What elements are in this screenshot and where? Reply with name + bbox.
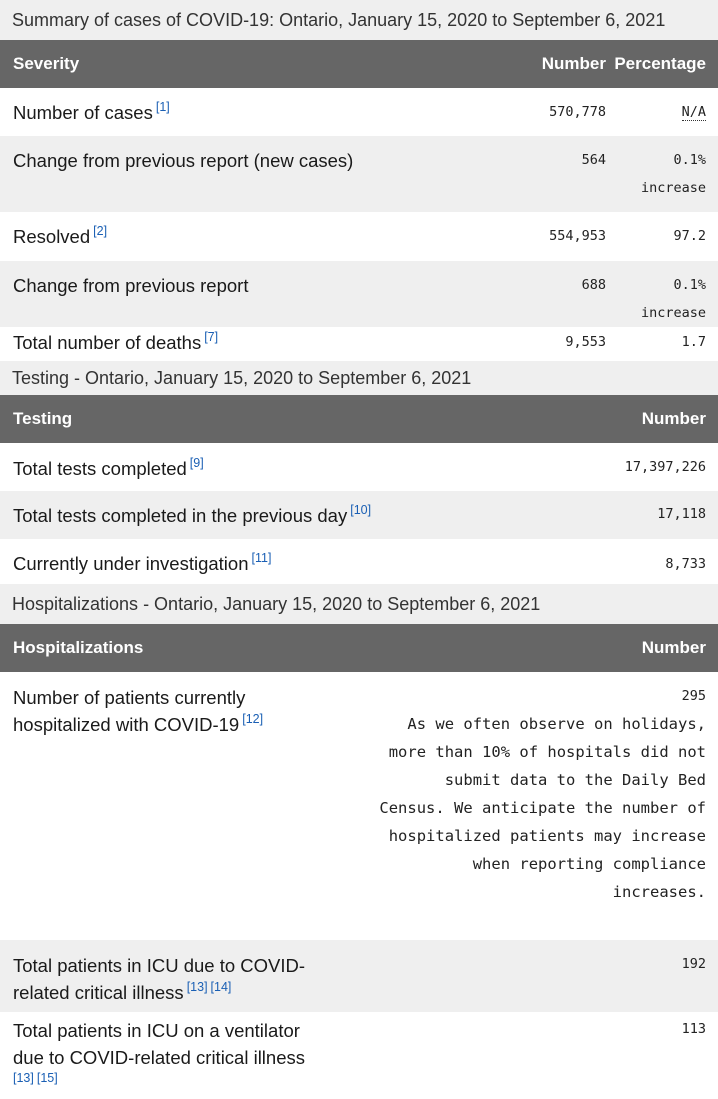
summary-caption: Summary of cases of COVID-19: Ontario, J… <box>0 0 718 40</box>
reference-link[interactable]: [12] <box>242 712 264 726</box>
row-label-text: Change from previous report (new cases) <box>13 150 354 171</box>
row-label-line2: related critical illness <box>13 982 184 1003</box>
row-label-text: Total number of deaths <box>13 332 202 353</box>
row-percentage: N/A <box>606 88 718 136</box>
reference-link[interactable]: [14] <box>210 980 232 994</box>
reference-link[interactable]: [15] <box>36 1071 58 1085</box>
row-number: 570,778 <box>549 104 606 120</box>
row-label: Change from previous report <box>0 261 496 327</box>
row-label-text: Resolved <box>13 226 91 247</box>
row-number-cell: 295 As we often observe on holidays, mor… <box>340 672 718 940</box>
row-label: Number of patients currently hospitalize… <box>0 672 340 940</box>
summary-table-header: Severity Number Percentage <box>0 40 718 88</box>
row-percentage: 0.1% increase <box>606 136 718 212</box>
reference-link[interactable]: [10] <box>350 503 372 517</box>
reference-link[interactable]: [7] <box>204 330 219 344</box>
row-number: 688 <box>581 277 606 293</box>
row-label: Total number of deaths [7] <box>0 327 496 361</box>
row-percentage: 1.7 <box>681 334 706 350</box>
row-number: 17,118 <box>657 506 706 522</box>
row-label: Total tests completed [9] <box>0 443 558 491</box>
testing-caption: Testing - Ontario, January 15, 2020 to S… <box>0 361 718 395</box>
percentage-value: 0.1% <box>673 277 706 293</box>
row-number: 17,397,226 <box>624 459 706 475</box>
percentage-value: 0.1% <box>673 152 706 168</box>
row-number: 8,733 <box>665 556 706 572</box>
row-label: Change from previous report (new cases) <box>0 136 496 212</box>
table-row: Resolved [2] 554,953 97.2 <box>0 212 718 261</box>
row-label-text: Currently under investigation <box>13 553 249 574</box>
table-row: Total number of deaths [7] 9,553 1.7 <box>0 327 718 361</box>
table-row: Total patients in ICU on a ventilator du… <box>0 1012 718 1090</box>
row-label-line1: Total patients in ICU due to COVID- <box>13 955 306 976</box>
row-label: Total tests completed in the previous da… <box>0 491 558 539</box>
header-number: Number <box>641 638 706 657</box>
table-row: Total tests completed [9] 17,397,226 <box>0 443 718 491</box>
reference-link[interactable]: [9] <box>189 456 204 470</box>
hospitalizations-caption: Hospitalizations - Ontario, January 15, … <box>0 584 718 624</box>
row-number: 192 <box>681 956 706 972</box>
table-row: Currently under investigation [11] 8,733 <box>0 539 718 584</box>
table-row: Number of cases [1] 570,778 N/A <box>0 88 718 136</box>
row-number: 113 <box>681 1021 706 1037</box>
row-number: 554,953 <box>549 228 606 244</box>
row-label: Number of cases [1] <box>0 88 496 136</box>
header-severity: Severity <box>13 54 80 73</box>
table-row: Change from previous report 688 0.1% inc… <box>0 261 718 327</box>
testing-table-header: Testing Number <box>0 395 718 443</box>
na-abbreviation: N/A <box>681 104 706 121</box>
header-hospitalizations: Hospitalizations <box>13 638 144 657</box>
header-number: Number <box>541 54 606 73</box>
table-row: Number of patients currently hospitalize… <box>0 672 718 940</box>
header-number: Number <box>641 409 706 428</box>
reference-link[interactable]: [2] <box>93 224 108 238</box>
row-number: 9,553 <box>565 334 606 350</box>
reference-link[interactable]: [11] <box>251 551 272 565</box>
row-percentage: 0.1% increase <box>606 261 718 327</box>
holiday-data-note: As we often observe on holidays, more th… <box>379 715 706 901</box>
row-label-text: Number of cases <box>13 102 153 123</box>
header-percentage: Percentage <box>614 54 706 73</box>
table-row: Total tests completed in the previous da… <box>0 491 718 539</box>
row-label-line2: hospitalized with COVID-19 <box>13 714 240 735</box>
hospitalizations-caption-text: Hospitalizations - Ontario, January 15, … <box>12 593 541 614</box>
testing-caption-text: Testing - Ontario, January 15, 2020 to S… <box>12 367 472 388</box>
row-number: 295 <box>681 688 706 704</box>
row-label: Currently under investigation [11] <box>0 539 558 584</box>
row-percentage: 97.2 <box>673 228 706 244</box>
row-number: 564 <box>581 152 606 168</box>
table-row: Change from previous report (new cases) … <box>0 136 718 212</box>
row-label: Resolved [2] <box>0 212 496 261</box>
row-label-line1: Total patients in ICU on a ventilator <box>13 1020 300 1041</box>
row-label-line1: Number of patients currently <box>13 687 246 708</box>
percentage-direction: increase <box>640 305 706 321</box>
header-testing: Testing <box>13 409 73 428</box>
row-label-text: Total tests completed <box>13 458 187 479</box>
row-label-line2: due to COVID-related critical illness <box>13 1047 305 1068</box>
percentage-direction: increase <box>640 180 706 196</box>
row-label: Total patients in ICU due to COVID- rela… <box>0 940 400 1012</box>
row-label: Total patients in ICU on a ventilator du… <box>0 1012 400 1090</box>
summary-caption-text: Summary of cases of COVID-19: Ontario, J… <box>12 9 666 30</box>
row-label-text: Change from previous report <box>13 275 249 296</box>
table-row: Total patients in ICU due to COVID- rela… <box>0 940 718 1012</box>
reference-link[interactable]: [1] <box>155 100 170 114</box>
reference-link[interactable]: [13] <box>13 1071 34 1085</box>
row-label-text: Total tests completed in the previous da… <box>13 505 348 526</box>
hospitalizations-table-header: Hospitalizations Number <box>0 624 718 672</box>
reference-link[interactable]: [13] <box>186 980 208 994</box>
